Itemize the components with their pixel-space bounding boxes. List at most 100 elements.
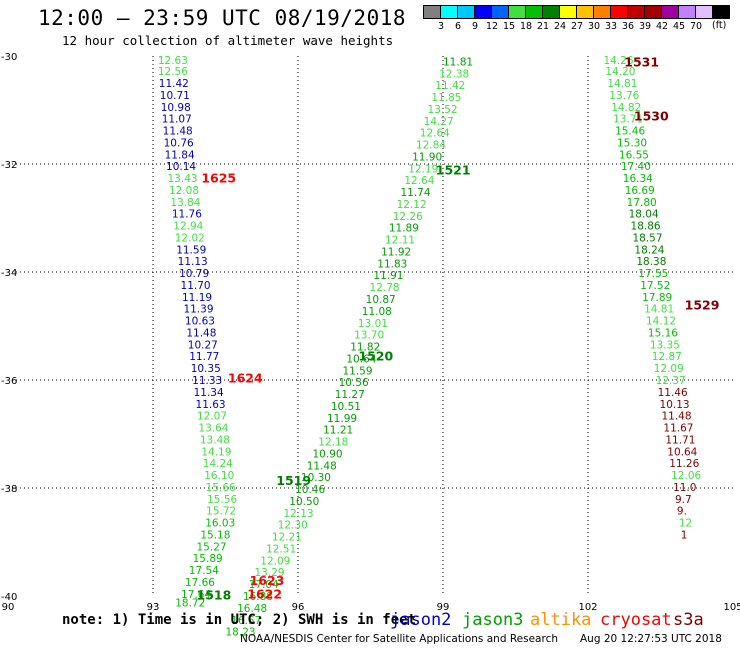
swh-value-jason2: 11.42 — [159, 78, 189, 90]
swh-value-jason3: 13.01 — [358, 318, 388, 330]
scale-label: 24 — [553, 21, 567, 32]
swh-value-s3a: 9.7 — [675, 494, 692, 506]
swh-value-jason3: 12.13 — [284, 508, 314, 520]
pass-number-label: 1529 — [685, 297, 720, 312]
swh-value-jason2: 15.89 — [193, 553, 223, 565]
swh-value-jason3: 11.99 — [327, 413, 357, 425]
scale-label: 42 — [655, 21, 669, 32]
swh-value-jason2: 11.48 — [186, 327, 216, 339]
x-tick-label: 99 — [437, 602, 450, 613]
y-tick-label: -40 — [1, 592, 17, 603]
swh-value-jason3: 11.83 — [377, 258, 407, 270]
swh-value-s3a: 13.35 — [650, 339, 680, 351]
swh-value-jason2: 13.43 — [168, 173, 198, 185]
swh-value-jason2: 11.33 — [192, 375, 222, 387]
pass-number-label: 1531 — [624, 54, 659, 69]
scale-swatch — [695, 5, 713, 19]
y-tick-label: -34 — [1, 268, 17, 279]
x-tick-label: 90 — [2, 602, 15, 613]
swh-value-s3a: 14.20 — [605, 66, 635, 78]
swh-value-jason3: 10.64 — [346, 353, 376, 365]
swh-value-jason3: 12.38 — [439, 68, 469, 80]
swh-value-jason3: 10.30 — [301, 472, 331, 484]
swh-value-jason3: 13.70 — [354, 330, 384, 342]
pass-number-label: 1624 — [228, 370, 263, 385]
swh-value-s3a: 15.46 — [615, 126, 645, 138]
swh-value-s3a: 12.06 — [671, 470, 701, 482]
swh-value-s3a: 13.76 — [609, 90, 639, 102]
swh-value-jason2: 17.66 — [185, 577, 215, 589]
swh-value-jason2: 12.94 — [173, 221, 203, 233]
swh-value-s3a: 12.87 — [652, 351, 682, 363]
swh-value-jason2: 10.76 — [164, 137, 194, 149]
pass-number-label: 1521 — [436, 162, 471, 177]
swh-value-jason2: 11.70 — [181, 280, 211, 292]
swh-value-jason3: 11.42 — [435, 80, 465, 92]
swh-value-jason3: 14.27 — [424, 116, 454, 128]
scale-swatch — [593, 5, 611, 19]
swh-value-jason2: 11.59 — [176, 244, 206, 256]
swh-value-s3a: 13.71 — [613, 114, 643, 126]
swh-value-s3a: 11.26 — [669, 458, 699, 470]
swh-value-jason2: 15.72 — [206, 506, 236, 518]
swh-value-jason2: 12.56 — [158, 66, 188, 78]
scale-units: (ft) — [712, 20, 727, 31]
swh-value-jason2: 10.35 — [191, 363, 221, 375]
swh-value-jason3: 11.89 — [389, 223, 419, 235]
swh-value-s3a: 17.80 — [627, 197, 657, 209]
legend-jason3: jason3 — [462, 610, 524, 630]
swh-value-jason3: 12.30 — [278, 520, 308, 532]
pass-number-label: 1623 — [250, 573, 285, 588]
footer-note: note: 1) Time is in UTC; 2) SWH is in fe… — [62, 612, 417, 628]
swh-value-jason2: 13.84 — [170, 197, 200, 209]
swh-value-s3a: 11.46 — [658, 387, 688, 399]
swh-value-jason2: 11.63 — [196, 399, 226, 411]
swh-value-jason3: 12.64 — [420, 128, 450, 140]
scale-label: 6 — [454, 21, 462, 32]
swh-value-jason2: 14.24 — [203, 458, 233, 470]
scale-swatch — [559, 5, 577, 19]
swh-value-jason2: 15.18 — [200, 529, 230, 541]
x-tick-label: 102 — [578, 602, 597, 613]
swh-value-jason3: 11.92 — [381, 246, 411, 258]
swh-value-jason2: 10.98 — [161, 102, 191, 114]
swh-value-jason3: 12.12 — [397, 199, 427, 211]
scale-swatch — [525, 5, 543, 19]
swh-value-jason3: 12.18 — [318, 437, 348, 449]
swh-value-jason2: 15.66 — [206, 482, 236, 494]
swh-value-s3a: 18.86 — [631, 221, 661, 233]
scale-label: 39 — [638, 21, 652, 32]
pass-number-label: 1530 — [634, 108, 669, 123]
swh-value-s3a: 14.12 — [646, 316, 676, 328]
swh-value-jason2: 11.34 — [194, 387, 224, 399]
swh-value-s3a: 12.09 — [654, 363, 684, 375]
swh-value-jason3: 10.87 — [366, 294, 396, 306]
swh-value-s3a: 18.38 — [636, 256, 666, 268]
swh-value-jason2: 12.63 — [158, 55, 188, 67]
scale-swatch — [474, 5, 492, 19]
swh-value-jason3: 12.64 — [404, 175, 434, 187]
swh-value-s3a: 14.81 — [644, 304, 674, 316]
swh-value-jason2: 13.64 — [198, 423, 228, 435]
swh-value-s3a: 11.71 — [665, 434, 695, 446]
pass-number-label: 1520 — [358, 349, 393, 364]
swh-value-jason3: 11.74 — [400, 187, 430, 199]
swh-value-jason3: 12.21 — [272, 532, 302, 544]
swh-value-jason3: 11.59 — [342, 365, 372, 377]
swh-value-jason3: 10.56 — [339, 377, 369, 389]
swh-value-jason3: 13.29 — [255, 567, 285, 579]
scale-swatch — [440, 5, 458, 19]
legend-s3a: s3a — [673, 610, 704, 630]
swh-value-jason3: 12.51 — [266, 543, 296, 555]
scale-label: 15 — [502, 21, 516, 32]
scale-swatch — [576, 5, 594, 19]
swh-value-jason2: 14.19 — [201, 446, 231, 458]
swh-value-jason3: 16.57 — [231, 615, 261, 627]
swh-value-s3a: 14.82 — [611, 102, 641, 114]
swh-value-jason3: 16.48 — [237, 603, 267, 615]
swh-value-jason2: 12.08 — [169, 185, 199, 197]
scale-label: 12 — [485, 21, 499, 32]
swh-value-jason3: 12.11 — [385, 235, 415, 247]
